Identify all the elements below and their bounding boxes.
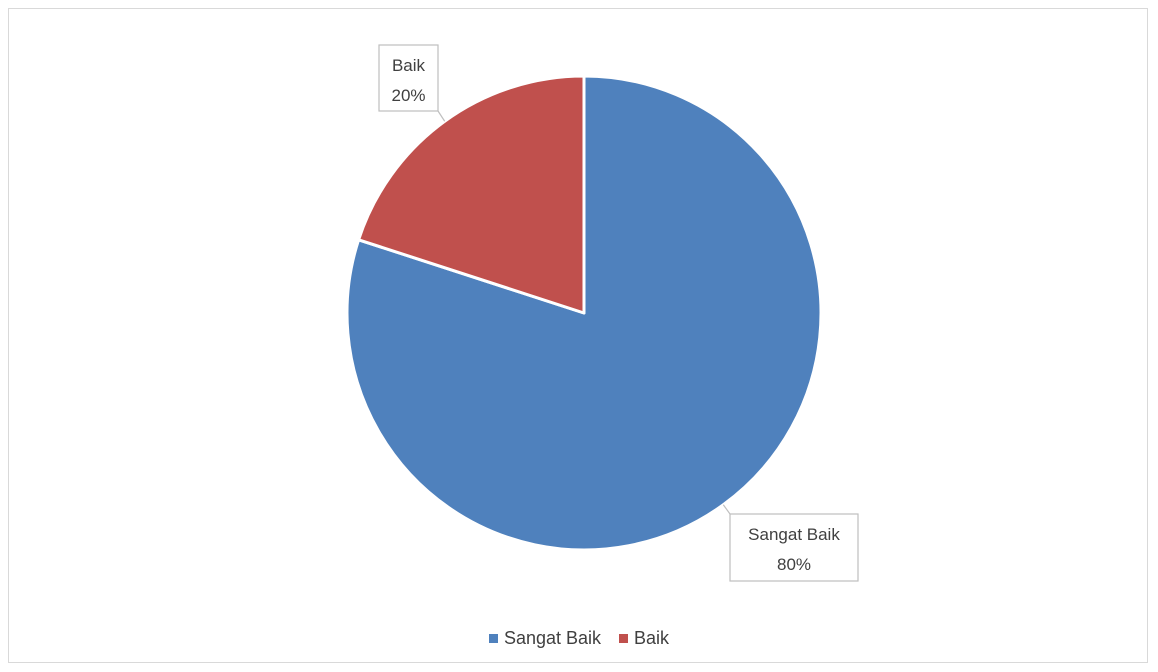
- data-label-category-baik: Baik: [392, 56, 426, 75]
- legend-item-sangat-baik: Sangat Baik: [488, 628, 602, 649]
- leader-line-sangat-baik: [722, 504, 731, 515]
- legend-label-baik: Baik: [634, 628, 670, 648]
- data-label-category-sangat-baik: Sangat Baik: [748, 525, 840, 544]
- legend-item-baik: Baik: [619, 628, 669, 649]
- legend-swatch-baik: [619, 634, 629, 643]
- data-label-value-baik: 20%: [391, 86, 425, 105]
- data-label-value-sangat-baik: 80%: [777, 555, 811, 574]
- data-label-box-sangat-baik: [729, 513, 859, 582]
- pie-slice-baik: [357, 74, 586, 315]
- leader-line-baik: [437, 110, 446, 122]
- legend-label-sangat-baik: Sangat Baik: [503, 628, 602, 648]
- data-label-box-baik: [378, 44, 439, 112]
- chart-legend: Sangat Baik Baik: [0, 628, 1158, 649]
- legend-swatch-sangat-baik: [488, 634, 498, 643]
